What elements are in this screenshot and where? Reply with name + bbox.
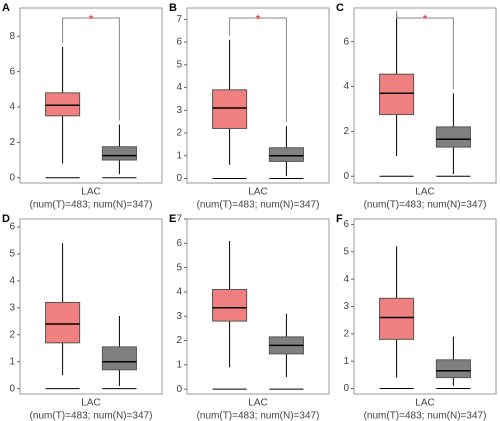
y-tick-label: 2	[343, 126, 349, 137]
sample-note: (num(T)=483; num(N)=347)	[30, 200, 153, 211]
box	[435, 126, 471, 148]
y-tick-label: 8	[9, 31, 15, 42]
y-tick-label: 0	[9, 172, 15, 183]
box	[435, 359, 471, 379]
y-tick-label: 4	[9, 276, 15, 287]
box	[212, 89, 248, 129]
box	[45, 301, 81, 344]
box	[45, 92, 81, 117]
y-tick-label: 3	[176, 105, 182, 116]
y-tick-label: 3	[176, 311, 182, 322]
y-tick-label: 1	[343, 356, 349, 367]
x-label: LAC	[415, 398, 434, 409]
x-label: LAC	[248, 187, 267, 198]
sample-note: (num(T)=483; num(N)=347)	[197, 200, 320, 211]
y-tick-label: 4	[176, 287, 182, 298]
y-tick-label: 0	[176, 384, 182, 395]
panel-letter: B	[169, 2, 177, 14]
y-tick-label: 6	[9, 66, 15, 77]
box	[212, 288, 248, 322]
y-tick-label: 2	[9, 137, 15, 148]
y-tick-label: 6	[176, 37, 182, 48]
y-tick-label: 2	[9, 329, 15, 340]
y-tick-label: 6	[343, 219, 349, 230]
y-tick-label: 4	[9, 102, 15, 113]
y-tick-label: 4	[176, 82, 182, 93]
sample-note: (num(T)=483; num(N)=347)	[197, 411, 320, 421]
x-label: LAC	[248, 398, 267, 409]
y-tick-label: 5	[343, 246, 349, 257]
y-tick-label: 5	[176, 262, 182, 273]
plot-frame	[19, 7, 163, 184]
significance-star: *	[88, 11, 93, 26]
panel-letter: F	[336, 213, 343, 225]
panel-letter: C	[336, 2, 344, 14]
y-tick-label: 5	[176, 59, 182, 70]
box	[101, 346, 137, 371]
y-tick-label: 6	[343, 36, 349, 47]
sample-note: (num(T)=483; num(N)=347)	[30, 411, 153, 421]
y-tick-label: 2	[343, 328, 349, 339]
sample-note: (num(T)=483; num(N)=347)	[364, 200, 487, 211]
panel-letter: D	[2, 213, 10, 225]
significance-bracket	[229, 17, 287, 123]
y-tick-label: 3	[9, 302, 15, 313]
y-tick-label: 2	[176, 128, 182, 139]
y-tick-label: 0	[176, 173, 182, 184]
y-tick-label: 6	[9, 222, 15, 233]
plot-frame	[186, 7, 330, 184]
y-tick-label: 6	[176, 238, 182, 249]
plot-frame	[353, 7, 497, 184]
panel-letter: A	[2, 2, 10, 14]
box	[379, 297, 415, 340]
y-tick-label: 3	[343, 301, 349, 312]
significance-bracket	[396, 10, 454, 90]
box	[268, 147, 304, 162]
plot-frame	[186, 218, 330, 395]
panel-letter: E	[169, 213, 176, 225]
y-tick-label: 0	[9, 383, 15, 394]
y-tick-label: 0	[343, 383, 349, 394]
significance-star: *	[422, 11, 427, 26]
y-tick-label: 7	[176, 14, 182, 25]
y-tick-label: 1	[176, 359, 182, 370]
box	[379, 73, 415, 116]
y-tick-label: 4	[343, 81, 349, 92]
significance-star: *	[255, 11, 260, 26]
y-tick-label: 2	[176, 335, 182, 346]
y-tick-label: 1	[176, 150, 182, 161]
sample-note: (num(T)=483; num(N)=347)	[364, 411, 487, 421]
y-tick-label: 1	[9, 356, 15, 367]
y-tick-label: 4	[343, 274, 349, 285]
plot-frame	[19, 218, 163, 395]
y-tick-label: 5	[9, 249, 15, 260]
y-tick-label: 7	[176, 214, 182, 225]
x-label: LAC	[81, 187, 100, 198]
x-label: LAC	[81, 398, 100, 409]
x-label: LAC	[415, 187, 434, 198]
plot-frame	[353, 218, 497, 395]
box	[101, 146, 137, 161]
significance-bracket	[62, 17, 120, 121]
y-tick-label: 0	[343, 171, 349, 182]
